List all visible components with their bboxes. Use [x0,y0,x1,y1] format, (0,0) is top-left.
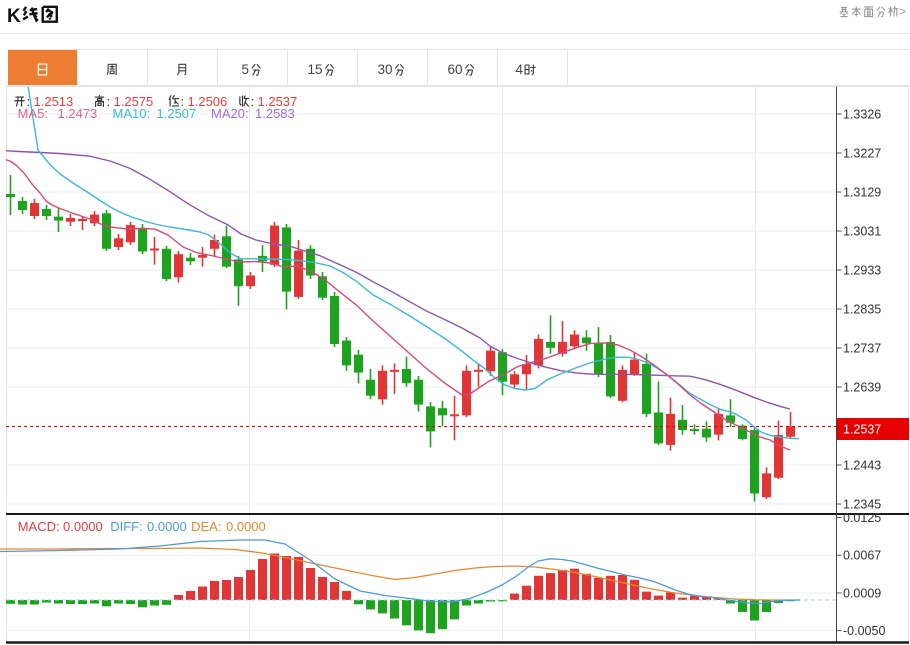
svg-text:1.2513: 1.2513 [34,94,74,109]
svg-text:0.0000: 0.0000 [226,519,266,534]
svg-text::: : [107,94,111,109]
svg-text:MA20:: MA20: [211,106,249,121]
svg-text:1.2507: 1.2507 [157,106,197,121]
svg-text:DIFF:: DIFF: [110,519,143,534]
svg-text:MA10:: MA10: [113,106,151,121]
svg-text:1.3326: 1.3326 [843,108,881,122]
svg-text::: : [181,94,185,109]
svg-text:1.2537: 1.2537 [843,423,881,437]
svg-text:K: K [7,6,21,27]
svg-text:1.2639: 1.2639 [843,381,881,395]
svg-text:1.2473: 1.2473 [58,106,98,121]
svg-text:4: 4 [516,62,524,77]
svg-text:0.0000: 0.0000 [63,519,103,534]
svg-text:DEA:: DEA: [191,519,221,534]
svg-text:1.2835: 1.2835 [843,303,881,317]
svg-text::: : [27,94,31,109]
svg-text:1.2506: 1.2506 [188,94,228,109]
svg-text:MACD:: MACD: [18,519,60,534]
svg-text:0.0067: 0.0067 [843,549,881,563]
svg-text:60: 60 [448,62,463,77]
svg-text:0.0125: 0.0125 [843,511,881,525]
svg-text:MA5:: MA5: [18,106,48,121]
svg-text:15: 15 [308,62,323,77]
svg-text:5: 5 [242,62,250,77]
svg-text:1.2443: 1.2443 [843,459,881,473]
svg-text:1.2575: 1.2575 [114,94,154,109]
svg-text:1.2583: 1.2583 [255,106,295,121]
svg-text:1.2737: 1.2737 [843,342,881,356]
svg-text:1.3129: 1.3129 [843,186,881,200]
svg-text:1.2537: 1.2537 [258,94,298,109]
svg-text:-0.0050: -0.0050 [843,624,885,638]
svg-text:>: > [899,5,906,19]
svg-text:1.2933: 1.2933 [843,264,881,278]
svg-text:1.2345: 1.2345 [843,498,881,512]
svg-text:0.0009: 0.0009 [843,586,881,600]
svg-text:1.3227: 1.3227 [843,147,881,161]
svg-text:30: 30 [378,62,393,77]
svg-text:1.3031: 1.3031 [843,225,881,239]
svg-text:0.0000: 0.0000 [147,519,187,534]
svg-text::: : [251,94,255,109]
